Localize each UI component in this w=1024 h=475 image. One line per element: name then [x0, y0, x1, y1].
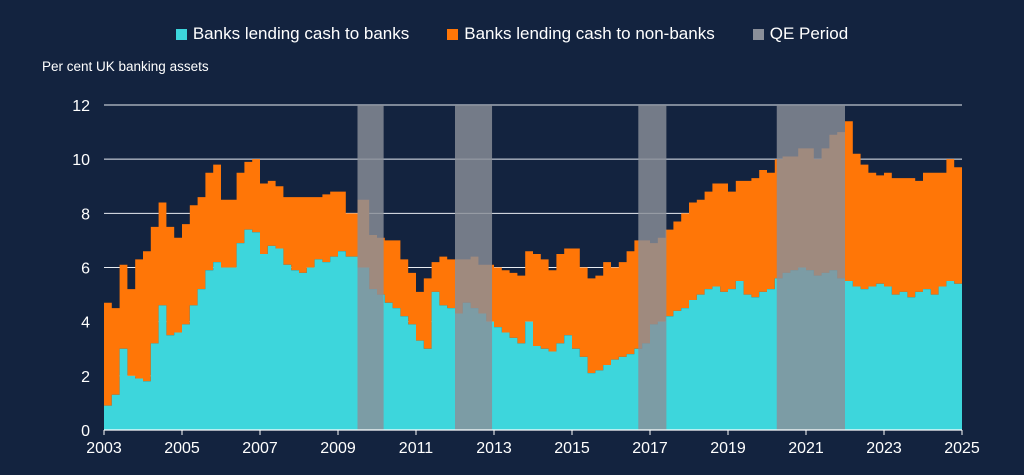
- x-tick-label-2011: 2011: [399, 440, 434, 457]
- y-tick-label-8: 8: [81, 206, 90, 223]
- legend-label-qe-period: QE Period: [769, 24, 849, 43]
- qe-period-band-1: [357, 105, 384, 430]
- y-tick-label-12: 12: [72, 98, 90, 115]
- legend-item-qe-period: QE Period: [752, 24, 849, 44]
- legend-label-banks-to-banks: Banks lending cash to banks: [192, 24, 410, 43]
- y-tick-label-2: 2: [81, 369, 90, 386]
- x-tick-label-2009: 2009: [320, 440, 356, 457]
- series-area-banks-to-banks: [104, 229, 962, 430]
- y-tick-label-0: 0: [81, 423, 90, 440]
- qe-period-band-3: [638, 105, 667, 430]
- legend-item-banks-to-nonbanks: Banks lending cash to non-banks: [447, 24, 715, 44]
- legend-label-banks-to-nonbanks: Banks lending cash to non-banks: [464, 24, 715, 43]
- x-tick-label-2013: 2013: [476, 440, 512, 457]
- x-tick-label-2019: 2019: [710, 440, 746, 457]
- legend-swatch-banks-to-banks: [175, 28, 187, 40]
- chart-legend: Banks lending cash to banks Banks lendin…: [0, 24, 1024, 44]
- x-tick-label-2017: 2017: [632, 440, 668, 457]
- qe-period-band-2: [455, 105, 493, 430]
- x-tick-label-2021: 2021: [788, 440, 824, 457]
- series-area-banks-to-nonbanks: [104, 121, 962, 406]
- legend-swatch-banks-to-nonbanks: [447, 28, 459, 40]
- y-tick-label-4: 4: [81, 315, 90, 332]
- legend-swatch-qe-period: [752, 28, 764, 40]
- x-tick-label-2015: 2015: [554, 440, 590, 457]
- y-tick-label-6: 6: [81, 261, 90, 278]
- x-tick-label-2003: 2003: [86, 440, 122, 457]
- x-tick-label-2025: 2025: [944, 440, 980, 457]
- x-tick-label-2005: 2005: [164, 440, 200, 457]
- x-tick-label-2023: 2023: [866, 440, 902, 457]
- qe-period-band-4: [776, 105, 845, 430]
- y-tick-label-10: 10: [72, 152, 90, 169]
- x-tick-label-2007: 2007: [242, 440, 278, 457]
- y-axis-label: Per cent UK banking assets: [42, 59, 209, 74]
- legend-item-banks-to-banks: Banks lending cash to banks: [175, 24, 410, 44]
